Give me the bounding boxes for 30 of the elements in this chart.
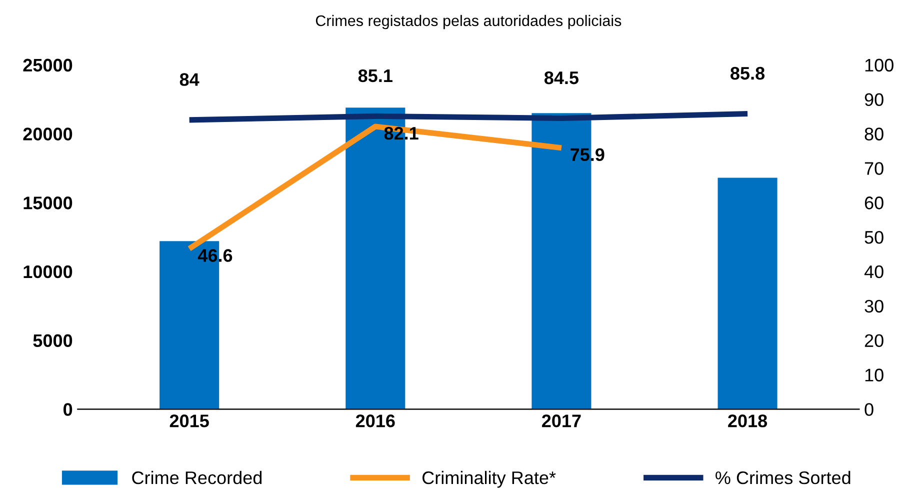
bar: [718, 178, 778, 410]
x-tick-label: 2015: [170, 414, 209, 428]
y-tick-label: 10000: [24, 265, 72, 278]
y2-tick-label: 40: [864, 265, 884, 278]
data-label: 84: [180, 73, 200, 86]
y-tick-label: 20000: [23, 128, 72, 140]
x-tick-label: 2018: [728, 414, 768, 428]
y2-tick-label: 70: [864, 162, 884, 175]
y-tick-label: 25000: [23, 58, 72, 72]
legend-label: Crime Recorded: [132, 470, 262, 484]
y2-tick-label: 80: [864, 128, 884, 140]
y2-tick-label: 100: [865, 58, 894, 72]
y2-tick-label: 60: [864, 196, 884, 210]
y2-tick-label: 50: [864, 230, 884, 244]
data-label: 85.1: [358, 69, 392, 82]
chart-title: Crimes registados pelas autoridades policiais: [316, 14, 622, 30]
x-tick-label: 2016: [356, 414, 395, 428]
y2-tick-label: 20: [864, 334, 884, 348]
y2-tick-label: 10: [865, 368, 884, 382]
data-label: 85.8: [730, 66, 765, 80]
legend-label: Criminality Rate*: [422, 470, 556, 488]
x-tick-label: 2017: [542, 414, 581, 428]
legend-label: % Crimes Sorted: [716, 470, 850, 484]
y2-tick-label: 0: [864, 403, 874, 416]
data-label: 84.5: [544, 71, 579, 84]
y-tick-label: 0: [64, 403, 72, 416]
y-tick-label: 15000: [24, 196, 72, 210]
y2-tick-label: 30: [864, 300, 884, 313]
y2-tick-label: 90: [864, 93, 884, 106]
y-tick-label: 5000: [33, 334, 72, 348]
